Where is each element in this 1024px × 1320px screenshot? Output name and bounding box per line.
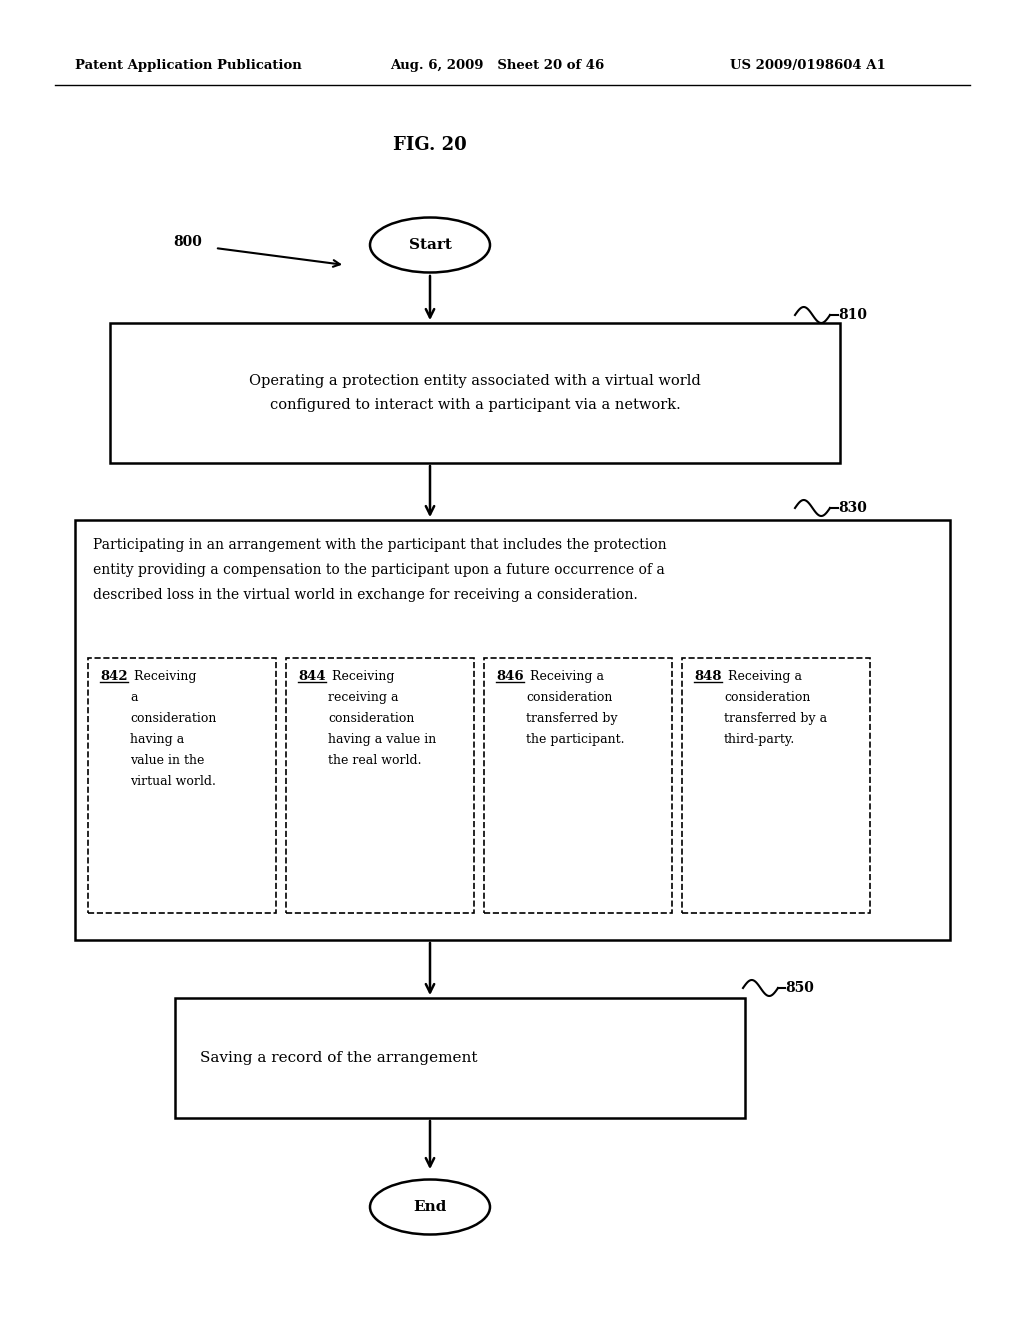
Bar bbox=[286, 657, 474, 913]
Text: 842: 842 bbox=[100, 671, 128, 682]
Bar bbox=[88, 657, 276, 913]
Text: Operating a protection entity associated with a virtual world
configured to inte: Operating a protection entity associated… bbox=[249, 374, 700, 412]
Text: 850: 850 bbox=[785, 981, 814, 995]
Text: 844: 844 bbox=[298, 671, 326, 682]
Bar bbox=[110, 323, 840, 463]
Bar bbox=[75, 520, 950, 940]
Text: Patent Application Publication: Patent Application Publication bbox=[75, 58, 302, 71]
Text: 848: 848 bbox=[694, 671, 722, 682]
Text: 846: 846 bbox=[496, 671, 523, 682]
Text: End: End bbox=[414, 1200, 446, 1214]
Text: Receiving
receiving a
consideration
having a value in
the real world.: Receiving receiving a consideration havi… bbox=[328, 671, 436, 767]
Text: FIG. 20: FIG. 20 bbox=[393, 136, 467, 154]
Text: Receiving a
consideration
transferred by a
third-party.: Receiving a consideration transferred by… bbox=[724, 671, 827, 746]
Text: 800: 800 bbox=[173, 235, 202, 249]
Bar bbox=[484, 657, 672, 913]
Ellipse shape bbox=[370, 218, 490, 272]
Text: Participating in an arrangement with the participant that includes the protectio: Participating in an arrangement with the… bbox=[93, 539, 667, 602]
Text: Receiving
a
consideration
having a
value in the
virtual world.: Receiving a consideration having a value… bbox=[130, 671, 216, 788]
Bar bbox=[175, 998, 745, 1118]
Text: US 2009/0198604 A1: US 2009/0198604 A1 bbox=[730, 58, 886, 71]
Text: Saving a record of the arrangement: Saving a record of the arrangement bbox=[200, 1051, 477, 1065]
Text: Receiving a
consideration
transferred by
the participant.: Receiving a consideration transferred by… bbox=[526, 671, 625, 746]
Text: 810: 810 bbox=[838, 308, 867, 322]
Ellipse shape bbox=[370, 1180, 490, 1234]
Bar bbox=[682, 657, 870, 913]
Text: Start: Start bbox=[409, 238, 452, 252]
Text: 830: 830 bbox=[838, 502, 867, 515]
Text: Aug. 6, 2009   Sheet 20 of 46: Aug. 6, 2009 Sheet 20 of 46 bbox=[390, 58, 604, 71]
